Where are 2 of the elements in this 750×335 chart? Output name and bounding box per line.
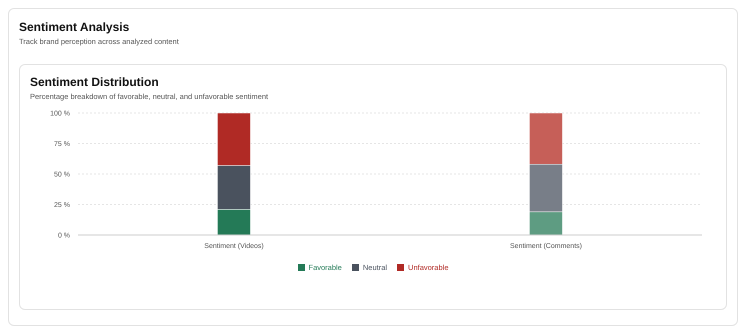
- chart-title: Sentiment Analysis: [19, 20, 130, 34]
- text: Sentiment Distribution: [30, 75, 160, 89]
